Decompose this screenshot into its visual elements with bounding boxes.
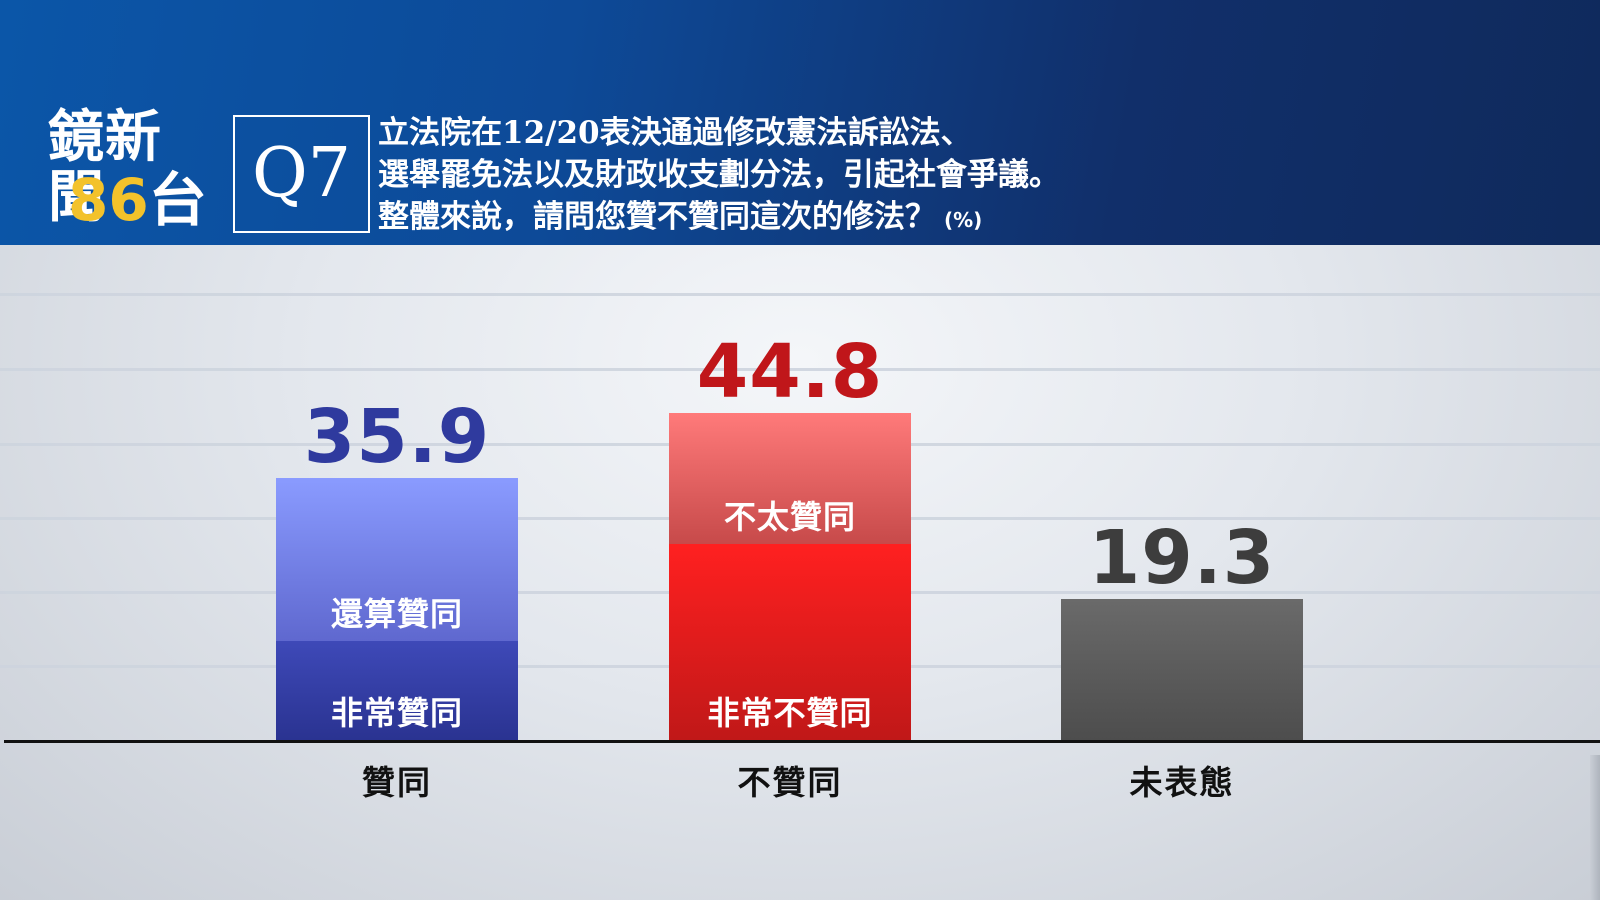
segment-label: 還算贊同 [330, 595, 463, 633]
question-text: 立法院在12/20表決通過修改憲法訴訟法、 選舉罷免法以及財政收支劃分法，引起社… [378, 112, 1558, 241]
chart-area: 非常贊同 還算贊同 35.9 贊同 非常不贊同 不太贊同 44.8 不贊同 19.3 未表態 [0, 245, 1600, 900]
gridline [0, 368, 1600, 371]
brand-channel-suffix: 台 [148, 166, 207, 234]
question-line: 選舉罷免法以及財政收支劃分法，引起社會爭議。 [378, 157, 1060, 193]
bar-1: 非常不贊同 不太贊同 [669, 413, 911, 740]
header-banner: 鏡新聞 86台 Q7 立法院在12/20表決通過修改憲法訴訟法、 選舉罷免法以及… [0, 0, 1600, 245]
brand-channel-number: 86 [68, 166, 149, 234]
category-label: 不贊同 [737, 763, 843, 802]
category-label: 贊同 [362, 763, 432, 802]
bar-segment [1061, 599, 1303, 740]
question-line: 整體來說，請問您贊不贊同這次的修法？ (%) [378, 196, 1558, 241]
gridline [0, 293, 1600, 296]
bar-segment: 還算贊同 [276, 478, 518, 641]
segment-label: 非常不贊同 [707, 694, 873, 732]
bar-2 [1061, 599, 1303, 740]
value-label: 19.3 [1088, 515, 1276, 601]
bar-segment: 不太贊同 [669, 413, 911, 544]
question-line: 立法院在12/20表決通過修改憲法訴訟法、 [378, 115, 972, 151]
decorative-edge [1590, 755, 1600, 900]
bar-segment: 非常贊同 [276, 641, 518, 740]
value-label: 35.9 [303, 394, 491, 480]
bar-0: 非常贊同 還算贊同 [276, 478, 518, 740]
question-id-box: Q7 [233, 115, 370, 233]
segment-label: 非常贊同 [330, 694, 463, 732]
segment-label: 不太贊同 [723, 498, 856, 536]
value-label: 44.8 [696, 329, 884, 415]
x-axis-baseline [4, 740, 1600, 743]
brand-logo-name: 鏡新聞 [48, 105, 162, 230]
unit-label: (%) [944, 208, 983, 232]
brand-logo-channel: 86台 [68, 168, 207, 232]
bar-segment: 非常不贊同 [669, 544, 911, 740]
category-label: 未表態 [1129, 763, 1235, 802]
question-line-text: 整體來說，請問您贊不贊同這次的修法？ [378, 199, 936, 235]
